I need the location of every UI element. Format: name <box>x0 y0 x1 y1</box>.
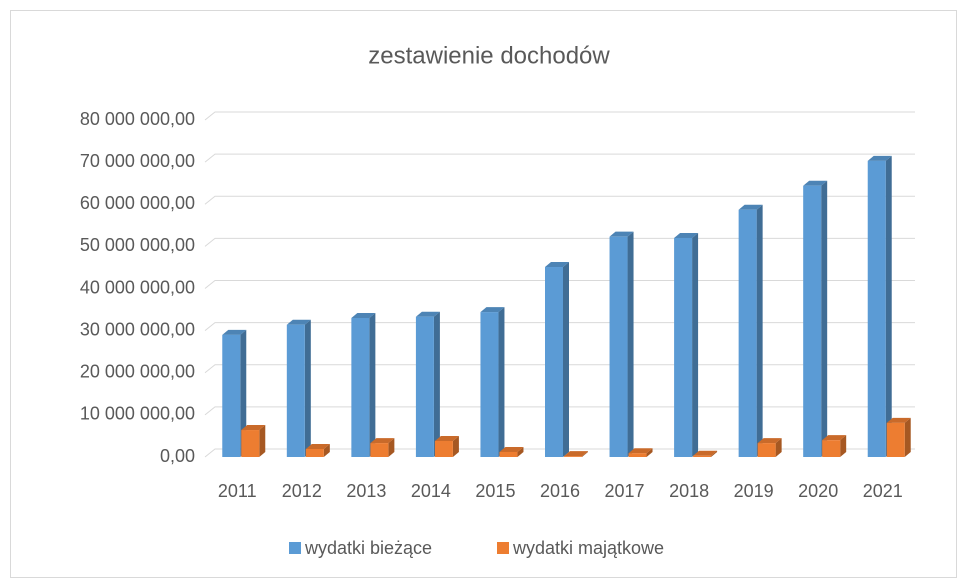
legend-label: wydatki majątkowe <box>512 538 664 558</box>
x-tick-label: 2016 <box>540 481 580 501</box>
bar-side <box>433 311 440 457</box>
bar-side <box>304 319 311 457</box>
y-tick-label: 60 000 000,00 <box>80 193 195 213</box>
bar-side <box>240 329 247 457</box>
bar-top <box>480 307 505 313</box>
bar-top <box>370 438 395 444</box>
bar <box>674 237 693 457</box>
bar <box>241 430 260 457</box>
bar <box>222 334 241 457</box>
bar-side <box>885 155 892 457</box>
bar-side <box>840 435 847 457</box>
x-tick-label: 2020 <box>798 481 838 501</box>
bar <box>351 317 370 457</box>
bar <box>499 451 518 457</box>
x-tick-label: 2018 <box>669 481 709 501</box>
bar-top <box>886 417 911 423</box>
grid-line <box>204 153 915 163</box>
bar-top <box>822 435 847 441</box>
y-tick-label: 80 000 000,00 <box>80 109 195 129</box>
bar <box>693 455 712 457</box>
bar-top <box>564 451 588 457</box>
bar-side <box>711 450 718 457</box>
grid-line <box>204 195 915 205</box>
y-tick-label: 30 000 000,00 <box>80 319 195 339</box>
bar-top <box>351 312 376 318</box>
y-tick-label: 50 000 000,00 <box>80 235 195 255</box>
legend-swatch <box>497 542 509 554</box>
bar-top <box>628 448 653 454</box>
x-tick-label: 2011 <box>218 481 257 501</box>
bar-side <box>627 231 634 457</box>
bar-side <box>323 443 330 457</box>
x-tick-label: 2014 <box>411 481 451 501</box>
bar <box>738 209 757 457</box>
bar <box>370 443 389 457</box>
bar-top <box>222 329 247 335</box>
bar <box>867 160 886 457</box>
bar-top <box>867 155 892 161</box>
bar <box>415 316 434 457</box>
bar-side <box>904 417 911 457</box>
grid-line <box>204 111 915 121</box>
bar <box>545 267 563 457</box>
bar-top <box>545 262 569 268</box>
bar-top <box>305 443 330 449</box>
bar-side <box>692 232 699 457</box>
bar <box>564 456 582 457</box>
bar-side <box>369 312 376 457</box>
bar-top <box>803 180 828 186</box>
x-tick-label: 2019 <box>734 481 774 501</box>
bar-side <box>563 262 569 457</box>
bar-top <box>241 425 266 431</box>
bar-side <box>498 307 505 457</box>
y-tick-label: 10 000 000,00 <box>80 404 195 424</box>
x-tick-label: 2013 <box>346 481 386 501</box>
chart-border <box>10 10 957 578</box>
bar-side <box>775 438 782 457</box>
bar <box>822 440 841 457</box>
chart-title: zestawienie dochodów <box>368 42 610 69</box>
bar-side <box>582 451 588 457</box>
bar <box>886 422 905 457</box>
bar-top <box>738 204 763 210</box>
bar <box>609 236 628 457</box>
bar-top <box>693 450 718 456</box>
bar-top <box>286 319 311 325</box>
x-tick-label: 2015 <box>475 481 515 501</box>
bar <box>757 443 776 457</box>
bar-top <box>609 231 634 237</box>
x-tick-label: 2017 <box>605 481 645 501</box>
bar <box>803 185 822 457</box>
y-tick-label: 20 000 000,00 <box>80 362 195 382</box>
bar <box>286 324 305 457</box>
legend-swatch <box>289 542 301 554</box>
bar-side <box>452 435 459 457</box>
bar-top <box>415 311 440 317</box>
x-tick-label: 2012 <box>282 481 322 501</box>
bar-top <box>434 435 459 441</box>
y-tick-label: 40 000 000,00 <box>80 277 195 297</box>
x-tick-label: 2021 <box>863 481 903 501</box>
bar-side <box>388 438 395 457</box>
bar-top <box>499 446 524 452</box>
bar-side <box>821 180 828 457</box>
bar-side <box>646 448 653 457</box>
bar <box>434 440 453 457</box>
bar-side <box>259 425 266 457</box>
bar <box>628 453 647 457</box>
bar-side <box>756 204 763 457</box>
legend-label: wydatki bieżące <box>304 538 432 558</box>
bar-side <box>517 446 524 457</box>
y-tick-label: 0,00 <box>160 446 195 466</box>
bar <box>480 312 499 457</box>
y-tick-label: 70 000 000,00 <box>80 151 195 171</box>
bar-top <box>674 232 699 238</box>
bar-top <box>757 438 782 444</box>
bar <box>305 448 324 457</box>
